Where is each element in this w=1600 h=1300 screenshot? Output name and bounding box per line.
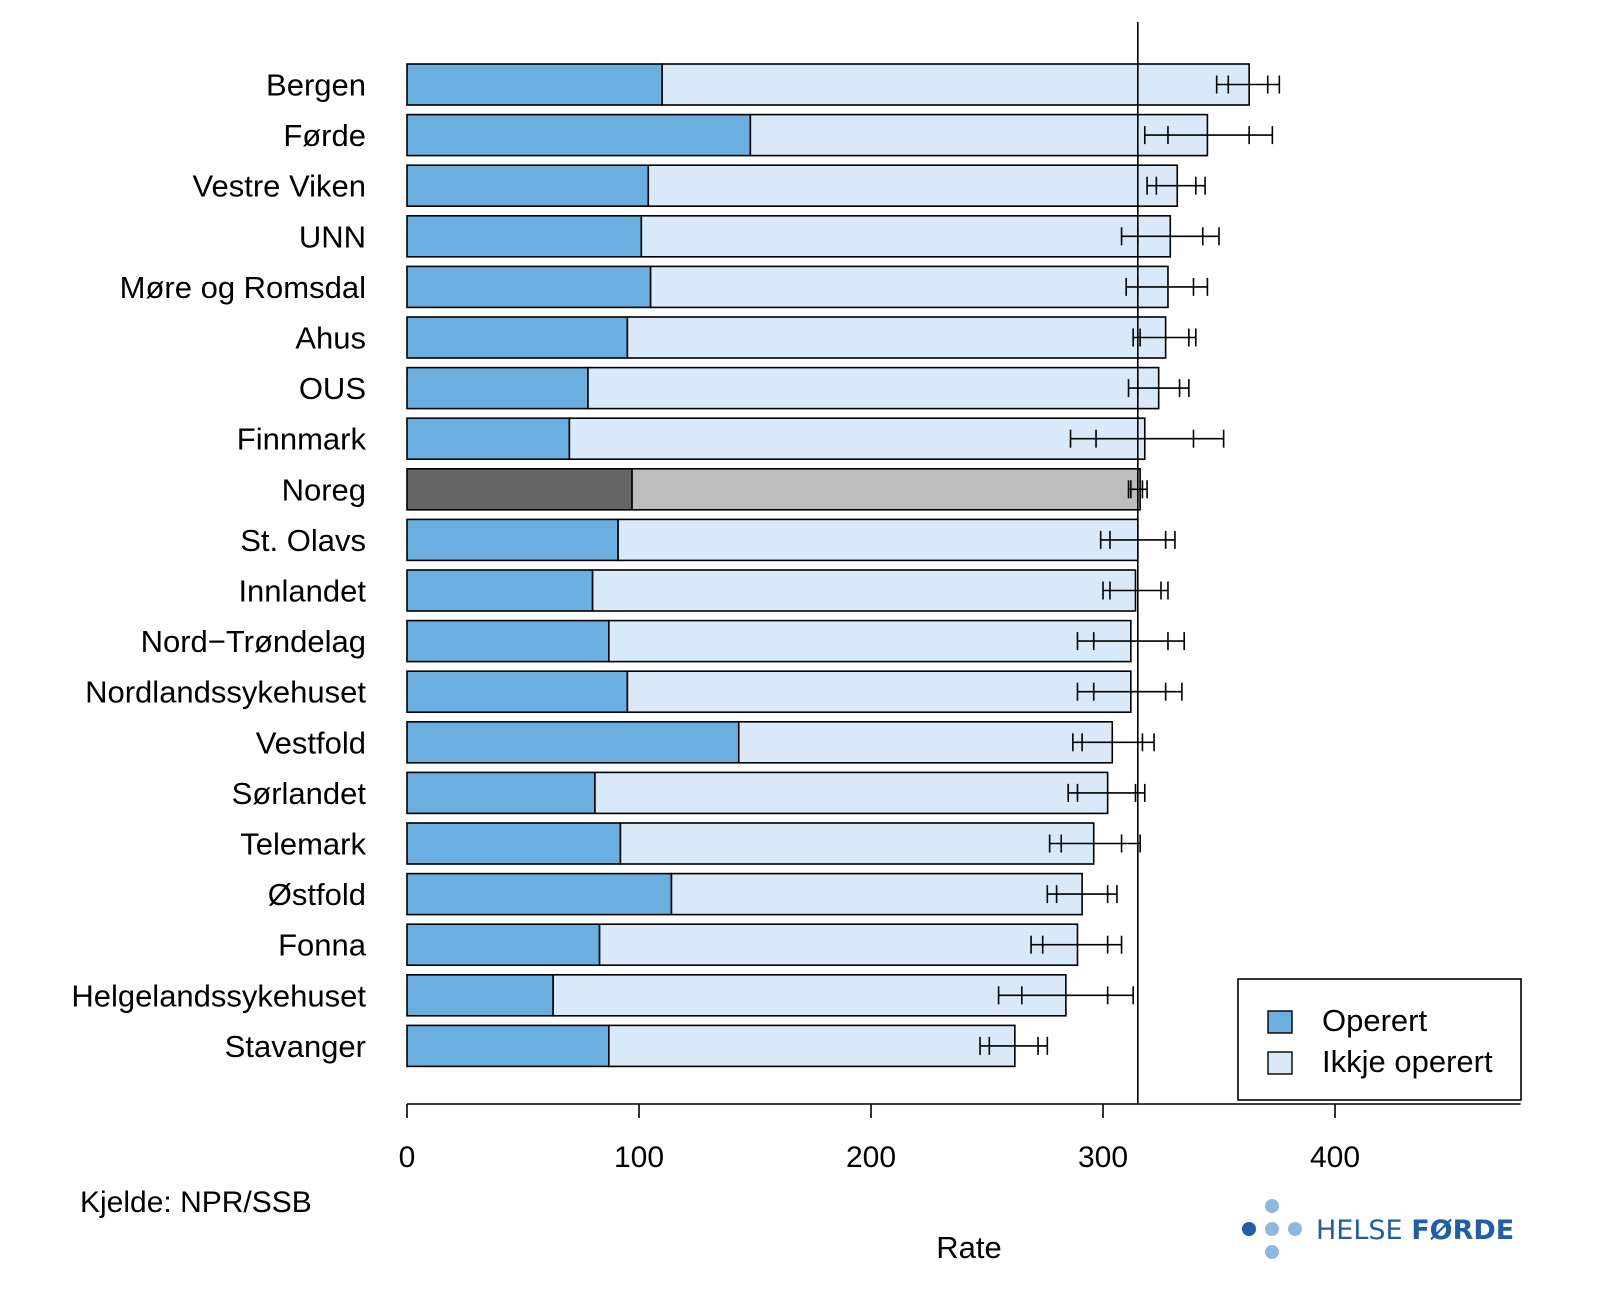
bar-operert bbox=[406, 923, 601, 967]
bar-operert bbox=[406, 63, 663, 106]
bar-operert bbox=[406, 569, 594, 612]
bar-ikkje-operert bbox=[587, 366, 1160, 410]
bar-operert bbox=[406, 164, 650, 207]
category-label: Østfold bbox=[268, 877, 366, 912]
category-label: Finnmark bbox=[237, 422, 367, 457]
legend-label-ikkje-operert: Ikkje operert bbox=[1322, 1044, 1493, 1079]
bar-ikkje-operert bbox=[552, 973, 1067, 1017]
bar-ikkje-operert bbox=[649, 265, 1169, 309]
helse-forde-logo: HELSE FØRDE bbox=[1242, 1199, 1514, 1259]
legend-swatch-ikkje-operert bbox=[1267, 1051, 1293, 1075]
bar-ikkje-operert bbox=[626, 670, 1132, 714]
bar-ikkje-operert bbox=[626, 316, 1167, 359]
x-tick-label: 100 bbox=[614, 1141, 664, 1174]
x-axis-label: Rate bbox=[936, 1230, 1001, 1265]
bar-ikkje-operert bbox=[647, 164, 1179, 207]
bar-operert bbox=[406, 215, 643, 258]
bar-ikkje-operert bbox=[568, 417, 1146, 461]
legend-label-operert: Operert bbox=[1322, 1003, 1427, 1038]
category-label: Noreg bbox=[282, 472, 366, 507]
bar-ikkje-operert bbox=[640, 215, 1172, 258]
category-label: Telemark bbox=[240, 827, 366, 862]
bar-operert bbox=[406, 973, 554, 1017]
bar-operert bbox=[406, 417, 571, 461]
bar-ikkje-operert bbox=[670, 872, 1083, 916]
bar-operert bbox=[406, 872, 673, 916]
category-label: UNN bbox=[299, 219, 366, 254]
bar-operert bbox=[406, 316, 629, 359]
category-label: Bergen bbox=[266, 68, 366, 103]
bar-ikkje-operert bbox=[598, 923, 1079, 967]
x-tick-label: 300 bbox=[1078, 1141, 1128, 1174]
bar-ikkje-operert bbox=[608, 619, 1132, 663]
bar-operert bbox=[406, 822, 622, 865]
legend: Operert Ikkje operert bbox=[1237, 978, 1522, 1101]
category-label: Møre og Romsdal bbox=[120, 270, 366, 305]
logo-dot-bottom bbox=[1265, 1245, 1279, 1259]
bar-operert bbox=[406, 467, 633, 511]
bar-operert bbox=[406, 518, 619, 562]
category-label: Stavanger bbox=[225, 1029, 366, 1064]
logo-word-forde: FØRDE bbox=[1411, 1215, 1514, 1246]
bar-ikkje-operert bbox=[661, 63, 1250, 106]
bar-operert bbox=[406, 771, 596, 815]
bar-operert bbox=[406, 1024, 610, 1068]
category-label: Førde bbox=[283, 118, 366, 153]
legend-swatch-operert bbox=[1267, 1010, 1293, 1034]
category-label: Fonna bbox=[278, 928, 367, 963]
bar-operert bbox=[406, 619, 610, 663]
logo-dot-top bbox=[1265, 1199, 1279, 1213]
bar-ikkje-operert bbox=[591, 569, 1137, 612]
category-labels: Bergen Førde Vestre Viken UNN Møre og Romsda… bbox=[71, 68, 366, 1064]
bar-ikkje-operert bbox=[619, 822, 1095, 865]
source-note: Kjelde: NPR/SSB bbox=[80, 1186, 312, 1219]
bar-operert bbox=[406, 366, 589, 410]
category-label: Vestre Viken bbox=[193, 169, 366, 204]
category-label: Nord−Trøndelag bbox=[141, 624, 366, 659]
logo-dot-right bbox=[1288, 1222, 1302, 1236]
bars-group bbox=[406, 63, 1250, 1068]
logo-dot-left bbox=[1242, 1222, 1256, 1236]
bar-operert bbox=[406, 720, 740, 764]
bar-ikkje-operert bbox=[631, 467, 1141, 511]
category-label: Helgelandssykehuset bbox=[71, 978, 366, 1013]
logo-text: HELSE FØRDE bbox=[1316, 1215, 1514, 1246]
x-tick-label: 0 bbox=[399, 1141, 416, 1174]
bar-ikkje-operert bbox=[749, 113, 1209, 157]
category-label: Ahus bbox=[295, 321, 366, 356]
bar-operert bbox=[406, 113, 752, 157]
legend-box bbox=[1237, 978, 1522, 1101]
logo-dot-center bbox=[1265, 1222, 1279, 1236]
logo-word-helse: HELSE bbox=[1316, 1215, 1403, 1246]
x-axis: 0 100 200 300 400 bbox=[399, 1103, 1521, 1174]
category-label: Nordlandssykehuset bbox=[85, 675, 366, 710]
bar-ikkje-operert bbox=[594, 771, 1109, 815]
bar-operert bbox=[406, 670, 629, 714]
category-label: OUS bbox=[299, 371, 366, 406]
bar-ikkje-operert bbox=[608, 1024, 1016, 1068]
category-label: St. Olavs bbox=[240, 523, 366, 558]
bar-operert bbox=[406, 265, 652, 309]
bar-ikkje-operert bbox=[737, 720, 1114, 764]
category-label: Innlandet bbox=[238, 574, 366, 609]
x-tick-label: 200 bbox=[846, 1141, 896, 1174]
error-bars-group bbox=[979, 75, 1281, 1055]
x-tick-label: 400 bbox=[1310, 1141, 1360, 1174]
category-label: Sørlandet bbox=[232, 776, 367, 811]
category-label: Vestfold bbox=[256, 725, 366, 760]
bar-ikkje-operert bbox=[617, 518, 1139, 562]
